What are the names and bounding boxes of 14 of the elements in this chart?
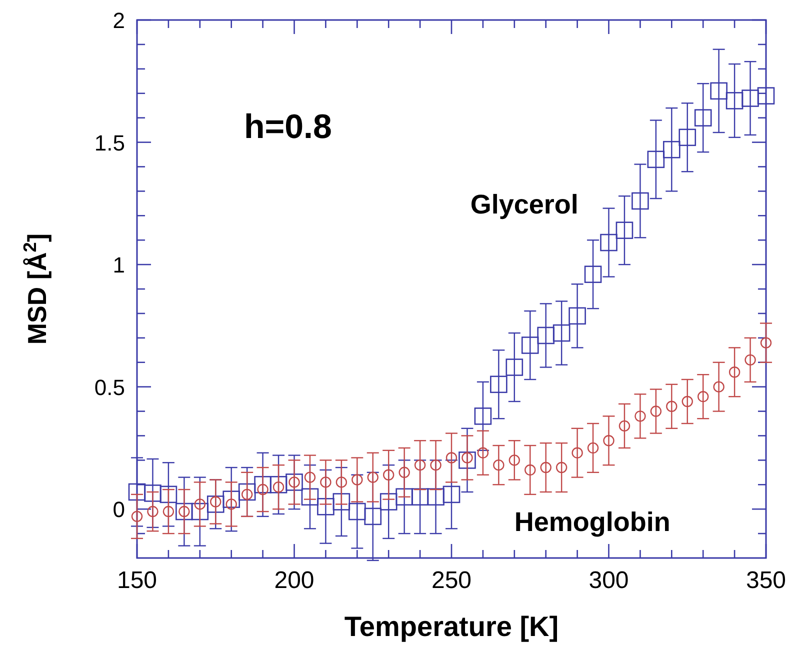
- x-tick-label: 200: [274, 567, 314, 594]
- x-axis-title: Temperature [K]: [344, 611, 559, 642]
- y-tick-label: 1: [112, 252, 125, 278]
- y-tick-label: 0: [112, 497, 125, 522]
- series-label: Hemoglobin: [514, 507, 670, 538]
- y-tick-label: 2: [112, 8, 125, 33]
- x-tick-label: 150: [116, 567, 158, 594]
- x-tick-label: 350: [746, 567, 786, 594]
- x-tick-label: 250: [431, 567, 472, 594]
- annotation: h=0.8: [244, 108, 332, 146]
- series-label: Glycerol: [470, 190, 578, 220]
- y-tick-label: 1.5: [94, 130, 125, 156]
- y-tick-label: 0.5: [94, 374, 125, 400]
- x-tick-label: 300: [588, 567, 629, 594]
